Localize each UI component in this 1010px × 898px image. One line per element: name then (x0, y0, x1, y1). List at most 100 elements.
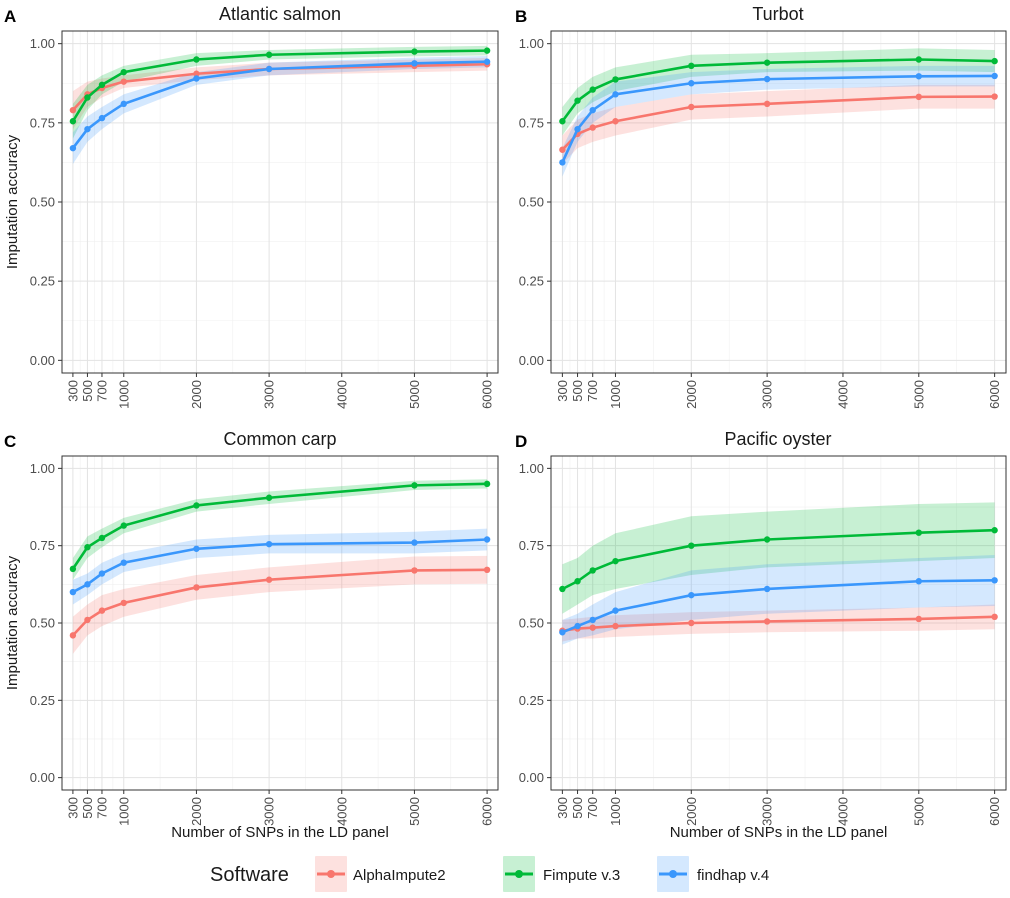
data-point-alphaimpute2 (193, 584, 200, 591)
data-point-findhap-v-4 (98, 114, 106, 122)
data-point-fimpute-v-3 (915, 56, 922, 63)
data-point-fimpute-v-3 (120, 68, 127, 76)
panel-letter-a: A (4, 7, 16, 26)
data-point-alphaimpute2 (483, 566, 491, 574)
y-tick-label: 1.00 (519, 461, 544, 476)
y-axis-title: Imputation accuracy (4, 134, 21, 269)
panel-title-a: Atlantic salmon (219, 4, 341, 24)
x-tick-label: 700 (94, 797, 109, 819)
data-point-findhap-v-4 (483, 536, 491, 543)
x-tick-label: 300 (555, 380, 570, 402)
ribbon-alphaimpute2 (562, 84, 995, 164)
data-point-fimpute-v-3 (763, 59, 771, 66)
data-point-alphaimpute2 (612, 118, 619, 125)
data-point-fimpute-v-3 (612, 76, 619, 83)
data-point-fimpute-v-3 (193, 56, 200, 63)
data-point-alphaimpute2 (763, 100, 771, 108)
x-tick-label: 3000 (262, 797, 277, 826)
data-point-findhap-v-4 (559, 629, 566, 636)
ribbon-findhap-v-4 (72, 528, 488, 605)
data-point-alphaimpute2 (120, 599, 127, 607)
data-point-alphaimpute2 (688, 103, 695, 111)
x-tick-label: 3000 (262, 380, 277, 409)
x-tick-label: 300 (65, 380, 80, 402)
x-axis-title: Number of SNPs in the LD panel (171, 824, 389, 841)
data-point-fimpute-v-3 (559, 118, 566, 125)
data-point-alphaimpute2 (991, 613, 998, 621)
legend-entry-findhap: findhap v.4 (657, 856, 769, 892)
data-point-findhap-v-4 (763, 75, 771, 83)
data-point-fimpute-v-3 (688, 62, 695, 70)
x-tick-label: 5000 (911, 380, 926, 409)
x-tick-label: 2000 (189, 380, 204, 409)
x-tick-label: 5000 (407, 380, 422, 409)
data-point-fimpute-v-3 (411, 482, 418, 489)
ribbon-fimpute-v-3 (562, 502, 995, 614)
data-point-findhap-v-4 (193, 75, 200, 82)
data-point-alphaimpute2 (120, 78, 127, 85)
data-point-fimpute-v-3 (612, 557, 619, 565)
data-point-fimpute-v-3 (193, 502, 200, 509)
legend-label-findhap: findhap v.4 (697, 867, 769, 884)
panel-title-b: Turbot (752, 4, 803, 24)
data-point-findhap-v-4 (915, 578, 922, 585)
x-tick-label: 3000 (760, 797, 775, 826)
panel-letter-d: D (515, 432, 527, 451)
y-tick-label: 0.25 (519, 693, 544, 708)
data-point-findhap-v-4 (265, 540, 273, 548)
y-tick-label: 1.00 (30, 36, 55, 51)
ribbon-findhap-v-4 (72, 56, 488, 164)
x-tick-label: 4000 (334, 380, 349, 409)
y-tick-label: 0.50 (519, 195, 544, 210)
data-point-alphaimpute2 (193, 70, 200, 77)
data-point-findhap-v-4 (411, 60, 418, 67)
x-tick-label: 5000 (911, 797, 926, 826)
data-point-findhap-v-4 (574, 125, 581, 133)
data-point-findhap-v-4 (991, 577, 998, 584)
data-point-alphaimpute2 (69, 106, 77, 114)
ribbon-fimpute-v-3 (72, 479, 488, 580)
y-tick-label: 0.75 (30, 538, 55, 553)
legend-entry-fimpute: Fimpute v.3 (503, 856, 620, 892)
data-point-fimpute-v-3 (589, 86, 596, 93)
data-point-fimpute-v-3 (69, 565, 77, 573)
data-point-fimpute-v-3 (265, 494, 273, 501)
data-point-findhap-v-4 (688, 80, 695, 87)
data-point-findhap-v-4 (69, 144, 77, 152)
x-tick-label: 6000 (480, 797, 495, 826)
data-point-alphaimpute2 (991, 93, 998, 100)
legend-title: Software (210, 864, 289, 886)
data-point-alphaimpute2 (763, 618, 771, 625)
data-point-fimpute-v-3 (688, 542, 695, 549)
data-point-alphaimpute2 (411, 567, 418, 574)
x-axis-title: Number of SNPs in the LD panel (670, 824, 888, 841)
y-tick-label: 0.00 (519, 353, 544, 368)
data-point-fimpute-v-3 (915, 529, 922, 536)
data-point-alphaimpute2 (559, 146, 566, 153)
data-point-findhap-v-4 (411, 539, 418, 546)
data-point-findhap-v-4 (84, 125, 91, 133)
x-tick-label: 5000 (407, 797, 422, 826)
y-axis-title: Imputation accuracy (4, 555, 21, 690)
data-point-fimpute-v-3 (69, 118, 77, 125)
data-point-alphaimpute2 (589, 124, 596, 131)
data-point-findhap-v-4 (265, 65, 273, 73)
data-point-fimpute-v-3 (991, 527, 998, 534)
x-tick-label: 6000 (480, 380, 495, 409)
data-point-alphaimpute2 (98, 607, 106, 614)
y-tick-label: 0.25 (30, 274, 55, 289)
data-point-findhap-v-4 (612, 607, 619, 614)
data-point-findhap-v-4 (991, 72, 998, 80)
data-point-findhap-v-4 (688, 591, 695, 599)
data-point-fimpute-v-3 (574, 578, 581, 585)
y-tick-label: 0.50 (30, 195, 55, 210)
y-tick-label: 0.25 (30, 693, 55, 708)
data-point-alphaimpute2 (915, 615, 922, 623)
x-tick-label: 6000 (987, 380, 1002, 409)
data-point-findhap-v-4 (98, 570, 106, 577)
x-tick-label: 4000 (835, 380, 850, 409)
y-tick-label: 0.75 (519, 538, 544, 553)
panel-title-c: Common carp (223, 429, 336, 449)
panel-title-d: Pacific oyster (724, 429, 831, 449)
